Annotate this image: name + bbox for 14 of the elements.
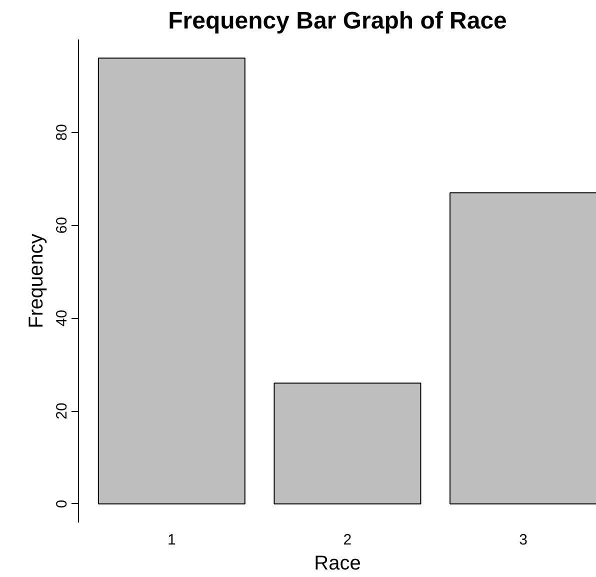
y-tick-label: 0 — [54, 500, 70, 508]
y-tick-label: 20 — [54, 402, 70, 420]
y-axis-title: Frequency — [26, 234, 48, 328]
bar — [98, 58, 246, 504]
x-tick-label: 1 — [168, 532, 176, 548]
x-tick-label: 3 — [519, 532, 528, 548]
y-tick-label: 80 — [54, 124, 70, 141]
chart-title: Frequency Bar Graph of Race — [168, 8, 507, 34]
y-tick-label: 60 — [54, 216, 70, 234]
bar — [450, 192, 596, 504]
y-tick-label: 40 — [54, 310, 70, 326]
bar — [274, 382, 422, 504]
x-tick-label: 2 — [343, 532, 352, 548]
x-axis-title: Race — [314, 552, 361, 574]
